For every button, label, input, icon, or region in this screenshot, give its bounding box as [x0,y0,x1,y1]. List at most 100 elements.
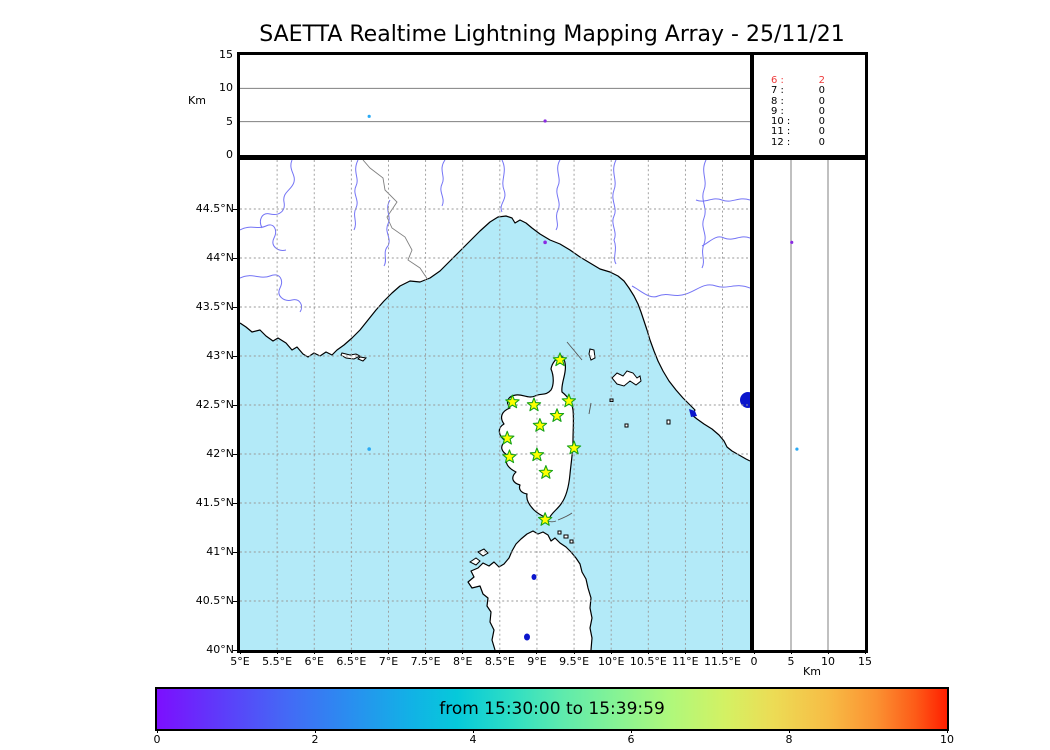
tick-mark [722,650,724,654]
station-star-marker [538,465,554,479]
longitude-tick-label: 6°E [304,655,324,668]
longitude-tick-label: 8.5°E [484,655,515,668]
station-star-marker [502,449,517,464]
station-star-marker [566,440,582,455]
lightning-sources-map [367,240,547,451]
lightning-source-dot [790,240,794,244]
longitude-tick-label: 5.5°E [262,655,293,668]
station-star-marker [549,408,565,422]
tick-mark [233,453,237,455]
tick-mark [790,650,792,654]
tick-mark [233,404,237,406]
latitude-tick-label: 42°N [206,447,234,460]
station-count-row: 9 : 0 [771,105,825,117]
altitude-axis-label: Km [188,94,206,107]
station-count-label: 10 : [771,116,791,128]
tick-mark [462,650,464,654]
altitude-longitude-panel [237,52,753,158]
station-count-label: 12 : [771,136,791,148]
station-count-label: 8 : [771,95,784,107]
altitude-longitude-plot [240,87,750,123]
station-count-value: 0 [818,85,825,97]
altitude-km-tick-label: 5 [787,655,795,668]
tick-mark [233,355,237,357]
station-count-row: 8 : 0 [771,95,825,107]
station-star-marker [561,393,577,408]
station-count-value: 2 [818,75,825,86]
tick-mark [864,650,866,654]
station-count-label: 6 : [771,75,784,86]
altitude-tick-label: 15 [219,48,233,61]
colorbar-tick-label: 8 [785,733,793,746]
station-star-marker [537,512,553,526]
latitude-tick-label: 41°N [206,545,234,558]
tick-mark [239,650,241,654]
latitude-tick-label: 42.5°N [195,398,234,411]
station-count-value: 0 [818,136,825,148]
station-count-value: 0 [818,126,825,138]
station-star-marker [500,430,515,445]
tick-mark [753,650,755,654]
altitude-km-tick-label: 0 [750,655,758,668]
colorbar: from 15:30:00 to 15:39:59 [155,687,949,731]
tick-mark [233,600,237,602]
country-border [362,160,429,281]
longitude-tick-label: 8°E [452,655,473,668]
tick-mark [233,306,237,308]
colorbar-tick-label: 0 [153,733,161,746]
lightning-source-dot [367,447,371,451]
tick-mark [536,650,538,654]
tick-mark [387,650,389,654]
tick-mark [233,208,237,210]
lightning-source-dot [543,119,547,123]
tick-mark [350,650,352,654]
station-count-row: 11 : 0 [771,126,825,138]
latitude-tick-label: 41.5°N [195,496,234,509]
altitude-latitude-plot [790,160,829,650]
station-count-value: 0 [818,105,825,117]
station-count-row: 10 : 0 [771,116,825,128]
tick-mark [233,257,237,259]
station-count-rows: 6 : 2 7 : 0 8 : 0 9 : 0 10 : 0 11 : 0 12 : 0 [754,55,865,148]
latitude-tick-label: 43°N [206,349,234,362]
latitude-tick-label: 44.5°N [195,202,234,215]
lakes [524,392,750,641]
tick-mark [946,729,948,733]
latitude-tick-label: 40°N [206,643,234,656]
sardinia-coastline [467,530,593,650]
altitude-km-tick-label: 15 [858,655,872,668]
page-title: SAETTA Realtime Lightning Mapping Array … [259,22,845,47]
tick-mark [610,650,612,654]
longitude-tick-label: 9.5°E [559,655,590,668]
latitude-tick-label: 43.5°N [195,300,234,313]
tick-mark [233,502,237,504]
longitude-tick-label: 9°E [527,655,547,668]
station-markers [500,352,582,526]
longitude-tick-label: 7°E [378,655,399,668]
longitude-tick-label: 10°E [597,655,625,668]
tick-mark [233,649,237,651]
station-count-legend: 6 : 2 7 : 0 8 : 0 9 : 0 10 : 0 11 : 0 12 : 0 [751,52,868,158]
tick-mark [472,729,474,733]
longitude-tick-label: 5°E [230,655,250,668]
tick-mark [827,650,829,654]
lightning-source-dot [795,447,799,451]
altitude-axis-label-right: Km [803,665,821,678]
colorbar-tick-label: 4 [469,733,477,746]
station-star-marker [529,447,545,462]
map-svg [240,160,750,650]
latitude-tick-label: 44°N [206,251,234,264]
tick-mark [314,729,316,733]
altitude-tick-label: 10 [219,81,233,95]
colorbar-tick-label: 6 [627,733,635,746]
tick-mark [647,650,649,654]
tick-mark [233,551,237,553]
altitude-tick-label: 0 [226,148,233,161]
small-islands [340,348,671,566]
station-count-label: 9 : [771,105,784,117]
latitude-tick-label: 40.5°N [195,594,234,607]
station-count-label: 11 : [771,126,791,138]
station-star-marker [505,394,520,409]
tick-mark [630,729,632,733]
mainland-landmass [240,160,750,461]
